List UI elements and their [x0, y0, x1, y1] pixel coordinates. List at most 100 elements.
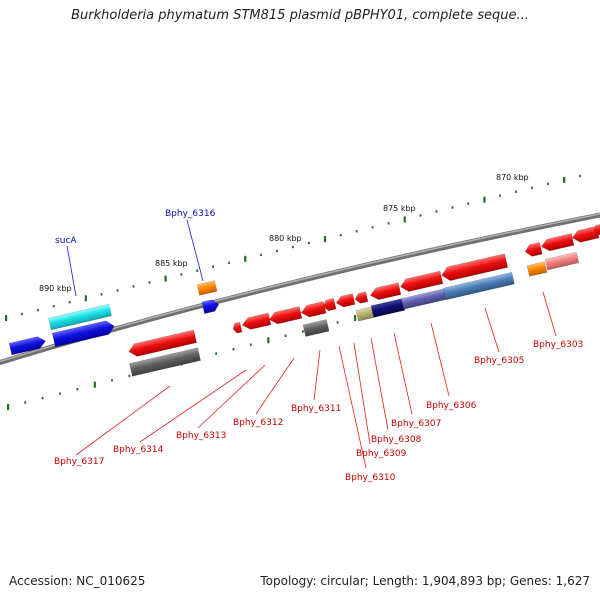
major-tick — [5, 315, 8, 321]
minor-tick — [212, 265, 215, 268]
minor-tick — [148, 281, 151, 284]
minor-tick — [111, 379, 113, 382]
leader-line-bphy-6311 — [313, 349, 321, 401]
minor-tick — [228, 261, 231, 264]
minor-tick — [232, 347, 235, 351]
minor-tick — [435, 210, 438, 213]
gene-salmon-1[interactable] — [544, 251, 580, 271]
scale-ticks: 890 kbp 885 kbp 880 kbp 875 kbp 870 kbp — [5, 173, 581, 410]
gene-red-10[interactable] — [399, 270, 444, 293]
gene-red-15[interactable] — [593, 223, 600, 236]
gene-suca-feature[interactable] — [48, 303, 112, 331]
gene-label-bphy-6309[interactable]: Bphy_6309 — [356, 449, 407, 459]
minor-tick — [68, 301, 71, 304]
gene-label-bphy-6307[interactable]: Bphy_6307 — [391, 419, 441, 429]
major-tick — [403, 216, 406, 223]
gene-label-bphy-6316[interactable]: Bphy_6316 — [165, 209, 216, 219]
minor-tick — [547, 182, 549, 186]
minor-tick — [419, 214, 422, 217]
gene-bphy-6305-feature[interactable] — [443, 271, 515, 301]
leader-line-bphy-6307 — [393, 332, 413, 415]
gene-labels: sucA Bphy_6316 Bphy_6317 Bphy_6314 Bphy_6313… — [54, 209, 583, 483]
gene-red-5[interactable] — [300, 301, 327, 318]
minor-tick — [180, 273, 183, 276]
gene-label-bphy-6312[interactable]: Bphy_6312 — [233, 418, 283, 428]
gene-gray-2[interactable] — [129, 347, 201, 377]
minor-tick — [215, 352, 217, 355]
gene-red-6[interactable] — [322, 297, 337, 312]
minor-tick — [260, 253, 262, 257]
minor-tick — [515, 190, 518, 193]
minor-tick — [307, 241, 310, 245]
major-tick — [483, 196, 486, 203]
gene-slate-1[interactable] — [401, 288, 447, 310]
gene-label-bphy-6317[interactable]: Bphy_6317 — [54, 457, 104, 467]
gene-red-4[interactable] — [268, 306, 303, 326]
scale-label: 875 kbp — [383, 204, 416, 213]
leader-line-bphy-6312 — [255, 357, 295, 415]
gene-red-1[interactable] — [127, 329, 197, 358]
minor-tick — [20, 312, 23, 316]
major-tick — [93, 381, 96, 388]
gene-label-bphy-6306[interactable]: Bphy_6306 — [426, 401, 477, 411]
gene-navy-1[interactable] — [370, 298, 406, 318]
scale-label: 880 kbp — [269, 234, 302, 243]
major-tick — [84, 295, 87, 302]
major-tick — [323, 236, 327, 243]
minor-tick — [36, 308, 39, 312]
major-tick — [244, 255, 247, 262]
minor-tick — [531, 186, 533, 190]
minor-tick — [371, 226, 374, 229]
leader-line-suca — [66, 245, 77, 297]
gene-blue-1[interactable] — [8, 335, 47, 356]
gene-red-7[interactable] — [335, 293, 356, 309]
gene-label-bphy-6308[interactable]: Bphy_6308 — [371, 435, 422, 445]
gene-label-bphy-6310[interactable]: Bphy_6310 — [345, 473, 396, 483]
gene-blue-3[interactable] — [201, 298, 220, 314]
minor-tick — [387, 222, 390, 225]
major-tick — [267, 337, 270, 344]
gene-orange-2[interactable] — [526, 261, 548, 277]
minor-tick — [41, 396, 44, 400]
gene-bphy-6316-feature[interactable] — [196, 280, 218, 296]
gene-red-8[interactable] — [354, 291, 369, 304]
gene-label-bphy-6305[interactable]: Bphy_6305 — [474, 356, 524, 366]
leader-line-bphy-6313 — [197, 364, 266, 429]
leader-line-bphy-6316 — [186, 219, 204, 282]
label-leader-lines — [66, 219, 557, 469]
minor-tick — [292, 245, 294, 249]
accession-label: Accession: NC_010625 — [9, 574, 146, 588]
gene-red-13[interactable] — [540, 233, 575, 253]
minor-tick — [59, 392, 61, 395]
minor-tick — [284, 334, 287, 337]
gene-red-12[interactable] — [524, 242, 543, 257]
gene-label-bphy-6314[interactable]: Bphy_6314 — [113, 445, 164, 455]
minor-tick — [467, 202, 470, 205]
gene-red-9[interactable] — [369, 282, 402, 301]
leader-line-bphy-6303 — [542, 291, 557, 337]
minor-tick — [339, 233, 342, 237]
leader-line-bphy-6314 — [139, 369, 247, 443]
major-tick — [563, 176, 566, 183]
leader-line-bphy-6309 — [353, 342, 371, 445]
gene-label-bphy-6313[interactable]: Bphy_6313 — [176, 431, 226, 441]
gene-red-3[interactable] — [241, 312, 272, 331]
genome-stats: Topology: circular; Length: 1,904,893 bp… — [260, 574, 590, 588]
gene-red-11[interactable] — [440, 253, 509, 282]
minor-tick — [355, 230, 358, 233]
gene-red-14[interactable] — [571, 225, 600, 244]
gene-red-2[interactable] — [232, 321, 243, 334]
minor-tick — [336, 321, 339, 324]
gene-gray-1[interactable] — [302, 319, 330, 337]
gene-blue-2[interactable] — [51, 319, 116, 348]
gene-label-bphy-6303[interactable]: Bphy_6303 — [533, 340, 583, 350]
minor-tick — [76, 388, 79, 391]
minor-tick — [579, 174, 581, 178]
leader-line-bphy-6306 — [430, 322, 450, 397]
gene-olive-1[interactable] — [355, 306, 375, 322]
page-title: Burkholderia phymatum STM815 plasmid pBP… — [71, 8, 529, 23]
gene-label-bphy-6311[interactable]: Bphy_6311 — [291, 404, 341, 414]
scale-label: 890 kbp — [39, 284, 72, 293]
major-tick — [7, 404, 10, 410]
gene-label-suca[interactable]: sucA — [55, 236, 77, 246]
